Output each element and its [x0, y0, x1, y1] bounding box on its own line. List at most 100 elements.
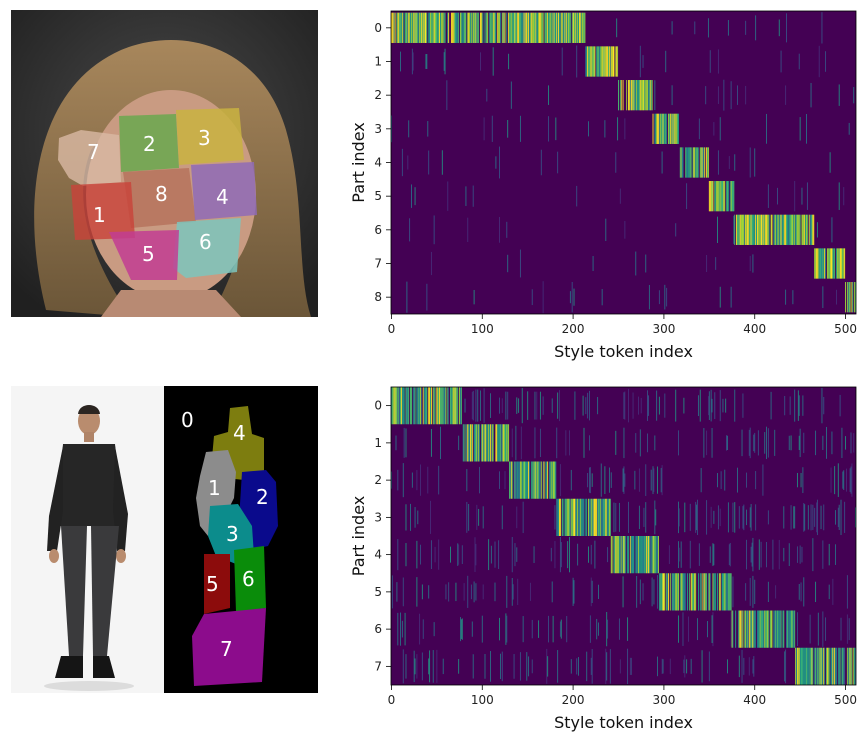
heatmap-cells	[391, 387, 856, 685]
heatmap-cell	[849, 282, 851, 313]
heatmap-cell	[819, 647, 821, 685]
heatmap-cell	[480, 390, 481, 421]
heatmap-cell	[589, 498, 591, 536]
heatmap-cell	[673, 113, 675, 144]
heatmap-cell	[727, 659, 728, 674]
heatmap-cell	[574, 498, 576, 536]
heatmap-cell	[780, 50, 782, 73]
heatmap-cell	[471, 12, 473, 43]
heatmap-cell	[586, 46, 588, 77]
heatmap-cell	[472, 390, 474, 421]
heatmap-cell	[423, 387, 425, 425]
heatmap-cell	[519, 12, 520, 43]
x-tick-label: 300	[652, 693, 675, 707]
heatmap-cell	[776, 214, 778, 245]
heatmap-cell	[774, 610, 776, 648]
heatmap-cell	[806, 214, 808, 245]
heatmap-cell	[569, 430, 570, 456]
heatmap-cell	[531, 659, 533, 674]
heatmap-cell	[456, 12, 458, 43]
heatmap-cell	[817, 647, 819, 685]
heatmap-cell	[496, 424, 498, 462]
heatmap-cell	[707, 147, 708, 178]
heatmap-cell	[619, 659, 621, 674]
heatmap-cell	[685, 147, 687, 178]
heatmap-cell	[560, 542, 562, 568]
heatmap-cell	[615, 503, 617, 532]
heatmap-cell	[826, 647, 828, 685]
heatmap-cell	[788, 435, 790, 450]
heatmap-cell	[806, 182, 808, 210]
heatmap-cell	[855, 282, 856, 313]
heatmap-cell	[452, 12, 454, 43]
heatmap-cell	[470, 424, 471, 462]
heatmap-cell	[642, 583, 644, 601]
heatmap-cell	[660, 113, 662, 144]
heatmap-cell	[802, 647, 804, 685]
heatmap-cell	[691, 573, 693, 611]
heatmap-cell	[545, 461, 547, 499]
heatmap-cell	[547, 461, 549, 499]
heatmap-cell	[471, 392, 473, 420]
heatmap-cell	[762, 214, 764, 245]
heatmap-cell	[546, 12, 548, 43]
heatmap-cell	[499, 471, 500, 489]
heatmap-cell	[791, 214, 793, 245]
heatmap-cell	[708, 181, 710, 212]
heatmap-cell	[515, 461, 517, 499]
heatmap-cell	[471, 424, 473, 462]
heatmap-cell	[558, 498, 560, 536]
y-tick-label: 6	[374, 223, 382, 237]
heatmap-cell	[677, 113, 678, 144]
heatmap-cell	[836, 248, 838, 279]
heatmap-cell	[680, 541, 682, 568]
heatmap-cell	[480, 12, 481, 43]
heatmap-cell	[483, 12, 485, 43]
heatmap-cell	[766, 610, 767, 648]
heatmap-cell	[723, 79, 725, 111]
heatmap-cell	[467, 575, 469, 608]
heatmap-cell	[405, 12, 407, 43]
heatmap-cell	[815, 430, 817, 456]
heatmap-cell	[458, 544, 460, 565]
heatmap-cell	[730, 573, 732, 611]
x-tick-label: 0	[388, 693, 396, 707]
heatmap-cell	[474, 537, 476, 572]
heatmap-cell	[603, 46, 605, 77]
heatmap-cell	[483, 424, 485, 462]
heatmap-cell	[555, 117, 557, 141]
heatmap-cell	[521, 461, 523, 499]
heatmap-cell	[784, 214, 786, 245]
heatmap-cell	[646, 80, 648, 111]
heatmap-cell	[719, 573, 721, 611]
heatmap-cell	[472, 12, 474, 43]
heatmap-cell	[628, 388, 629, 423]
heatmap-cell	[767, 510, 769, 525]
heatmap-cell	[501, 424, 503, 462]
heatmap-cell	[766, 541, 767, 568]
heatmap-cell	[658, 290, 660, 305]
heatmap-cell	[405, 504, 407, 531]
heatmap-cell	[607, 619, 609, 639]
heatmap-cell	[564, 12, 566, 43]
heatmap-cell	[696, 504, 698, 531]
heatmap-cell	[440, 387, 441, 425]
heatmap-cell	[660, 467, 662, 493]
heatmap-cell	[636, 80, 638, 111]
heatmap-cell	[749, 507, 751, 528]
heatmap-cell	[537, 12, 539, 43]
heatmap-cell	[557, 392, 559, 419]
heatmap-cell	[416, 470, 418, 491]
heatmap-cell	[458, 12, 460, 43]
heatmap-cell	[715, 573, 717, 611]
heatmap-cell	[709, 181, 711, 212]
heatmap-cell	[562, 498, 564, 536]
heatmap-cell	[534, 12, 536, 43]
heatmap-cell	[608, 46, 610, 77]
face-part-2	[119, 114, 179, 172]
heatmap-cell	[443, 52, 445, 71]
heatmap-cell	[661, 113, 663, 144]
heatmap-cell	[727, 502, 729, 533]
heatmap-cell	[785, 289, 787, 305]
heatmap-cell	[707, 18, 709, 38]
